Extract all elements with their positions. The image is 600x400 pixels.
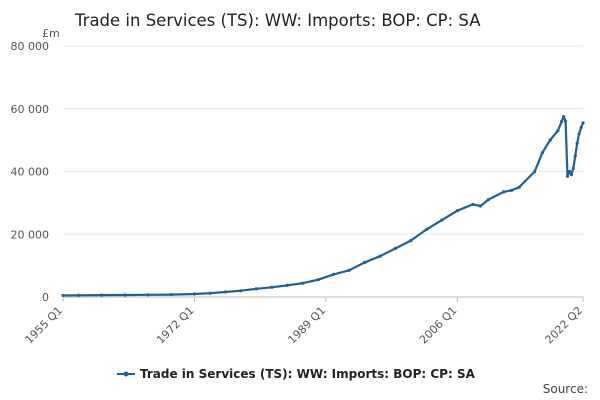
data-point[interactable]: [239, 289, 243, 293]
data-point[interactable]: [393, 246, 398, 250]
data-point[interactable]: [440, 218, 444, 222]
data-point[interactable]: [61, 293, 65, 298]
y-axis-ticks: 0 20 000 40 000 60 000 80 000: [11, 40, 50, 304]
data-point[interactable]: [192, 292, 197, 296]
x-tick-label: 2022 Q2: [543, 304, 586, 347]
y-tick-label: 80 000: [11, 40, 50, 53]
data-point[interactable]: [579, 125, 583, 130]
data-point[interactable]: [76, 293, 81, 297]
series-line: [62, 115, 585, 297]
data-point[interactable]: [517, 185, 521, 189]
legend-marker-icon: [123, 371, 129, 377]
y-axis-unit: £m: [42, 27, 60, 40]
y-tick-label: 40 000: [11, 166, 50, 179]
gridlines: [63, 45, 583, 298]
x-tick-label: 1972 Q1: [154, 304, 197, 347]
data-point[interactable]: [362, 260, 367, 265]
y-tick-label: 0: [42, 291, 49, 304]
data-point[interactable]: [146, 293, 150, 297]
data-point[interactable]: [301, 281, 305, 285]
data-point[interactable]: [100, 293, 104, 297]
data-point[interactable]: [471, 202, 475, 207]
data-point[interactable]: [424, 227, 429, 232]
data-point[interactable]: [577, 132, 581, 136]
y-tick-label: 20 000: [11, 228, 50, 241]
data-point[interactable]: [565, 174, 570, 178]
data-point[interactable]: [581, 121, 585, 125]
data-point[interactable]: [567, 169, 572, 174]
data-point[interactable]: [509, 188, 514, 192]
data-point[interactable]: [347, 268, 351, 272]
data-point[interactable]: [569, 173, 574, 177]
data-point[interactable]: [548, 138, 552, 142]
data-point[interactable]: [223, 290, 227, 294]
data-point[interactable]: [556, 129, 560, 133]
x-tick-label: 1989 Q1: [285, 304, 328, 347]
data-point[interactable]: [502, 190, 506, 194]
data-point[interactable]: [316, 278, 320, 282]
data-point[interactable]: [332, 272, 336, 277]
data-point[interactable]: [285, 283, 289, 287]
data-point[interactable]: [575, 141, 579, 145]
x-tick-label: 1955 Q1: [23, 304, 66, 347]
data-point[interactable]: [573, 154, 577, 158]
legend-label: Trade in Services (TS): WW: Imports: BOP…: [140, 367, 476, 381]
y-tick-label: 60 000: [11, 103, 50, 116]
series-layer: [61, 114, 585, 298]
data-point[interactable]: [540, 151, 545, 155]
x-tick-label: 2006 Q1: [417, 304, 460, 347]
data-point[interactable]: [571, 166, 575, 170]
data-point[interactable]: [562, 114, 566, 119]
data-point[interactable]: [533, 169, 537, 174]
data-point[interactable]: [486, 198, 490, 202]
legend[interactable]: Trade in Services (TS): WW: Imports: BOP…: [117, 367, 476, 381]
data-point[interactable]: [270, 285, 274, 289]
data-point[interactable]: [123, 293, 127, 297]
data-point[interactable]: [378, 254, 382, 258]
data-point[interactable]: [455, 209, 459, 213]
data-point[interactable]: [409, 238, 413, 243]
data-point[interactable]: [208, 291, 212, 295]
data-point[interactable]: [478, 204, 483, 208]
data-point[interactable]: [560, 119, 564, 123]
x-axis-ticks: 1955 Q1 1972 Q1 1989 Q1 2006 Q1 2022 Q2: [23, 296, 586, 347]
source-label[interactable]: Source:: [543, 382, 588, 396]
data-point[interactable]: [169, 292, 173, 297]
data-point[interactable]: [254, 287, 258, 291]
chart-title: Trade in Services (TS): WW: Imports: BOP…: [74, 11, 481, 30]
data-point[interactable]: [564, 119, 568, 123]
